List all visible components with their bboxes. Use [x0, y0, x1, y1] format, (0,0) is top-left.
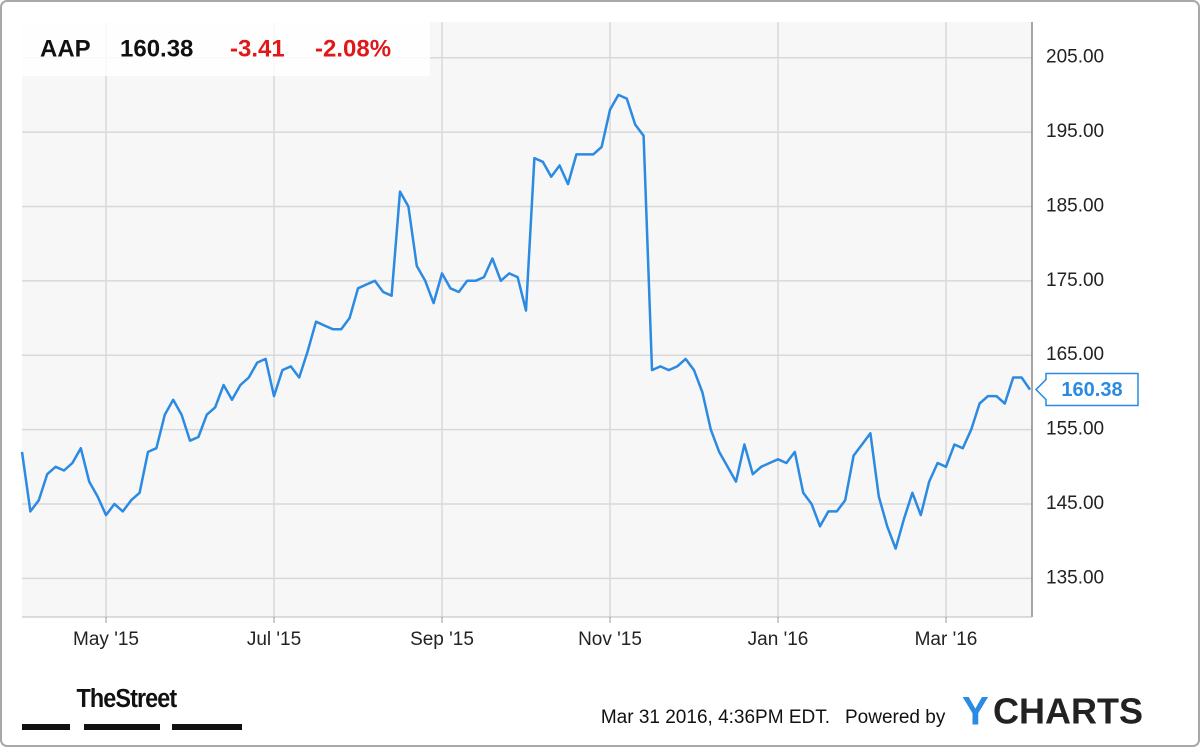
y-tick-label: 205.00	[1046, 47, 1104, 68]
thestreet-logo: TheStreet	[77, 685, 177, 713]
price-line	[20, 93, 1032, 550]
y-tick-label: 165.00	[1046, 344, 1104, 365]
logo-bar	[84, 724, 160, 730]
y-tick-label: 155.00	[1046, 419, 1104, 440]
y-tick-label: 185.00	[1046, 195, 1104, 216]
logo-bar	[172, 724, 242, 730]
brand-rest: CHARTS	[993, 691, 1143, 732]
price: 160.38	[120, 35, 193, 62]
series	[20, 93, 1032, 550]
y-tick-label: 135.00	[1046, 567, 1104, 588]
logo-bar	[22, 724, 70, 730]
brand-y: Y	[962, 690, 989, 734]
plot-area	[22, 22, 1032, 617]
change-pct: -2.08%	[315, 35, 391, 62]
y-tick-label: 145.00	[1046, 493, 1104, 514]
x-tick-label: Jan '16	[748, 629, 809, 650]
last-value-label: 160.38	[1061, 379, 1122, 401]
ticker: AAP	[40, 35, 91, 62]
thestreet-bars	[22, 724, 242, 730]
x-tick-label: Sep '15	[410, 629, 474, 650]
change: -3.41	[230, 35, 285, 62]
timestamp: Mar 31 2016, 4:36PM EDT.	[601, 707, 830, 728]
x-tick-label: Nov '15	[578, 629, 642, 650]
y-tick-label: 175.00	[1046, 270, 1104, 291]
x-tick-label: Mar '16	[915, 629, 978, 650]
powered-by: Powered by	[845, 707, 946, 728]
quote-box	[22, 22, 430, 76]
x-tick-label: May '15	[73, 629, 139, 650]
y-tick-label: 195.00	[1046, 121, 1104, 142]
value-callout	[1034, 372, 1139, 407]
x-tick-label: Jul '15	[247, 629, 301, 650]
